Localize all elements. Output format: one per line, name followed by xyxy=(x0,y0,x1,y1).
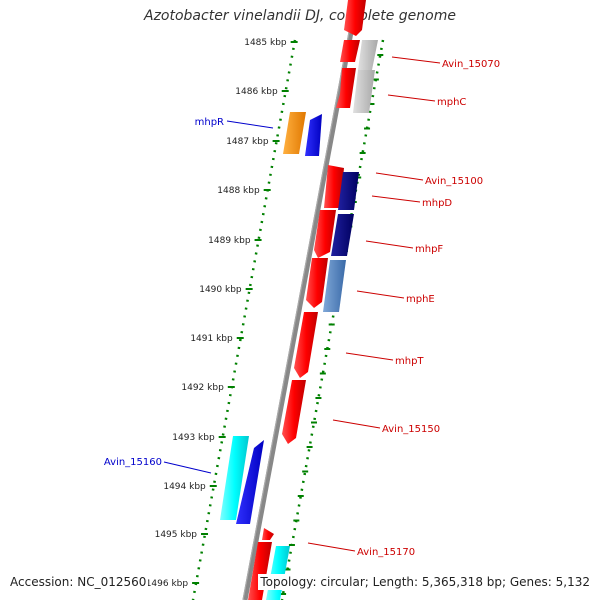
gene-mhpr-orange[interactable] xyxy=(283,112,306,154)
kbp-label: 1490 kbp xyxy=(199,285,242,295)
gene-avin-15170-tip[interactable] xyxy=(262,528,274,540)
gene-features xyxy=(220,0,378,600)
kbp-label: 1486 kbp xyxy=(235,87,278,97)
gene-avin-15160[interactable] xyxy=(236,440,264,524)
kbp-label: 1491 kbp xyxy=(190,334,233,344)
kbp-label: 1489 kbp xyxy=(208,236,251,246)
gene-mhpd[interactable] xyxy=(338,172,359,210)
label-connectors xyxy=(163,56,441,552)
gene-label[interactable]: Avin_15170 xyxy=(357,547,415,558)
gene-avin-15150[interactable] xyxy=(282,380,306,444)
kbp-label: 1493 kbp xyxy=(172,433,215,443)
kbp-label: 1488 kbp xyxy=(217,186,260,196)
kbp-label: 1492 kbp xyxy=(181,383,224,393)
gene-label[interactable]: mhpD xyxy=(422,198,452,209)
gene-mhpt[interactable] xyxy=(294,312,318,378)
gene-label[interactable]: mphE xyxy=(406,294,435,305)
gene-mphc-gray[interactable] xyxy=(353,70,375,113)
gene-label[interactable]: mhpR xyxy=(195,117,224,128)
gene-avin-15070[interactable] xyxy=(358,40,378,70)
map-title: Azotobacter vinelandii DJ, complete geno… xyxy=(144,8,456,24)
gene-mhpf-red[interactable] xyxy=(314,210,336,258)
gene-label[interactable]: Avin_15070 xyxy=(442,59,500,70)
kbp-ticks: 1485 kbp 1486 kbp 1487 kbp 1488 kbp 1489 kbp… xyxy=(146,38,384,595)
kbp-label: 1495 kbp xyxy=(155,530,198,540)
kbp-label: 1496 kbp xyxy=(146,579,189,589)
kbp-label: 1487 kbp xyxy=(226,137,269,147)
gene-avin-15170[interactable] xyxy=(248,542,272,600)
gene-avin-15160-cyan[interactable] xyxy=(220,436,249,520)
kbp-label: 1494 kbp xyxy=(163,482,206,492)
gene-avin-15070b[interactable] xyxy=(340,40,360,62)
gene-label[interactable]: mphC xyxy=(437,97,466,108)
accession-text: Accession: NC_012560 xyxy=(8,574,149,590)
gene-mphe-red[interactable] xyxy=(306,258,328,308)
gene-label[interactable]: Avin_15150 xyxy=(382,424,440,435)
gene-labels: Avin_15070 mphC mhpR Avin_15100 mhpD mhp… xyxy=(104,59,500,558)
gene-avin-15100[interactable] xyxy=(324,165,344,208)
gene-mphc[interactable] xyxy=(336,68,356,108)
gene-mphe[interactable] xyxy=(323,260,346,312)
topology-text: Topology: circular; Length: 5,365,318 bp… xyxy=(258,574,592,590)
kbp-label: 1485 kbp xyxy=(244,38,287,48)
gene-mhpf[interactable] xyxy=(331,214,354,256)
gene-avin-15060[interactable] xyxy=(344,0,366,36)
gene-label[interactable]: mhpF xyxy=(415,244,443,255)
gene-label[interactable]: Avin_15100 xyxy=(425,176,483,187)
gene-mhpr[interactable] xyxy=(305,114,322,156)
gene-label[interactable]: Avin_15160 xyxy=(104,457,162,468)
gene-label[interactable]: mhpT xyxy=(395,356,424,367)
